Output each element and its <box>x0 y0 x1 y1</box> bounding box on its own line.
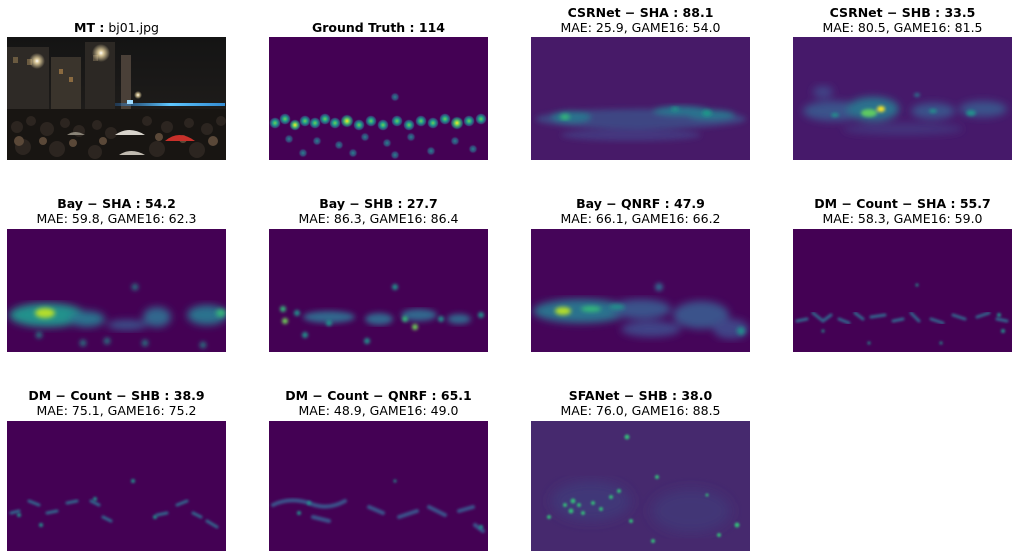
panel-metrics: MAE: 25.9, GAME16: 54.0 <box>560 20 721 35</box>
title-label: DM − Count − SHA : 55.7 <box>814 196 991 211</box>
title-label: Bay − QNRF : 47.9 <box>576 196 705 211</box>
title-label: CSRNet − SHB : 33.5 <box>829 5 976 20</box>
title-label: Bay − SHA : 54.2 <box>57 196 176 211</box>
panel-csrnet-sha: CSRNet − SHA : 88.1 MAE: 25.9, GAME16: 5… <box>531 5 750 160</box>
panel-metrics: MAE: 48.9, GAME16: 49.0 <box>298 403 459 418</box>
panel-title: DM − Count − QNRF : 65.1 <box>269 388 488 403</box>
density-map-dm-count-shb <box>7 421 226 551</box>
panel-title: MT : bj01.jpg <box>7 20 226 35</box>
title-label: MT : <box>74 20 105 35</box>
title-label: Bay − SHB : 27.7 <box>319 196 438 211</box>
panel-title: DM − Count − SHA : 55.7 <box>793 196 1012 211</box>
title-label: DM − Count − QNRF : 65.1 <box>285 388 472 403</box>
title-label: CSRNet − SHA : 88.1 <box>567 5 714 20</box>
panel-dm-count-sha: DM − Count − SHA : 55.7 MAE: 58.3, GAME1… <box>793 196 1012 352</box>
panel-title: Ground Truth : 114 <box>269 20 488 35</box>
title-label: Ground Truth : 114 <box>312 20 445 35</box>
panel-metrics: MAE: 80.5, GAME16: 81.5 <box>822 20 983 35</box>
panel-metrics: MAE: 86.3, GAME16: 86.4 <box>298 211 459 226</box>
panel-metrics: MAE: 58.3, GAME16: 59.0 <box>822 211 983 226</box>
density-map-dm-count-sha <box>793 229 1012 352</box>
panel-title: DM − Count − SHB : 38.9 <box>7 388 226 403</box>
filename: bj01.jpg <box>104 20 159 35</box>
density-map-dm-count-qnrf <box>269 421 488 551</box>
panel-metrics: MAE: 59.8, GAME16: 62.3 <box>36 211 197 226</box>
panel-metrics: MAE: 76.0, GAME16: 88.5 <box>560 403 721 418</box>
panel-metrics: MAE: 75.1, GAME16: 75.2 <box>36 403 197 418</box>
panel-dm-count-shb: DM − Count − SHB : 38.9 MAE: 75.1, GAME1… <box>7 388 226 551</box>
panel-title: Bay − SHA : 54.2 <box>7 196 226 211</box>
panel-metrics: MAE: 66.1, GAME16: 66.2 <box>560 211 721 226</box>
panel-title: CSRNet − SHB : 33.5 <box>793 5 1012 20</box>
panel-bay-sha: Bay − SHA : 54.2 MAE: 59.8, GAME16: 62.3 <box>7 196 226 352</box>
panel-csrnet-shb: CSRNet − SHB : 33.5 MAE: 80.5, GAME16: 8… <box>793 5 1012 160</box>
title-label: DM − Count − SHB : 38.9 <box>28 388 205 403</box>
title-label: SFANet − SHB : 38.0 <box>568 388 713 403</box>
panel-dm-count-qnrf: DM − Count − QNRF : 65.1 MAE: 48.9, GAME… <box>269 388 488 551</box>
density-map-ground-truth <box>269 37 488 160</box>
density-map-bay-sha <box>7 229 226 352</box>
panel-title: SFANet − SHB : 38.0 <box>531 388 750 403</box>
density-map-csrnet-shb <box>793 37 1012 160</box>
panel-bay-qnrf: Bay − QNRF : 47.9 MAE: 66.1, GAME16: 66.… <box>531 196 750 352</box>
density-map-sfanet-shb <box>531 421 750 551</box>
panel-title: Bay − QNRF : 47.9 <box>531 196 750 211</box>
panel-sfanet-shb: SFANet − SHB : 38.0 MAE: 76.0, GAME16: 8… <box>531 388 750 551</box>
density-map-bay-shb <box>269 229 488 352</box>
panel-original-photo: MT : bj01.jpg <box>7 20 226 160</box>
panel-title: CSRNet − SHA : 88.1 <box>531 5 750 20</box>
density-map-csrnet-sha <box>531 37 750 160</box>
panel-bay-shb: Bay − SHB : 27.7 MAE: 86.3, GAME16: 86.4 <box>269 196 488 352</box>
panel-title: Bay − SHB : 27.7 <box>269 196 488 211</box>
density-map-bay-qnrf <box>531 229 750 352</box>
panel-ground-truth: Ground Truth : 114 <box>269 20 488 160</box>
crowd-photo <box>7 37 226 160</box>
